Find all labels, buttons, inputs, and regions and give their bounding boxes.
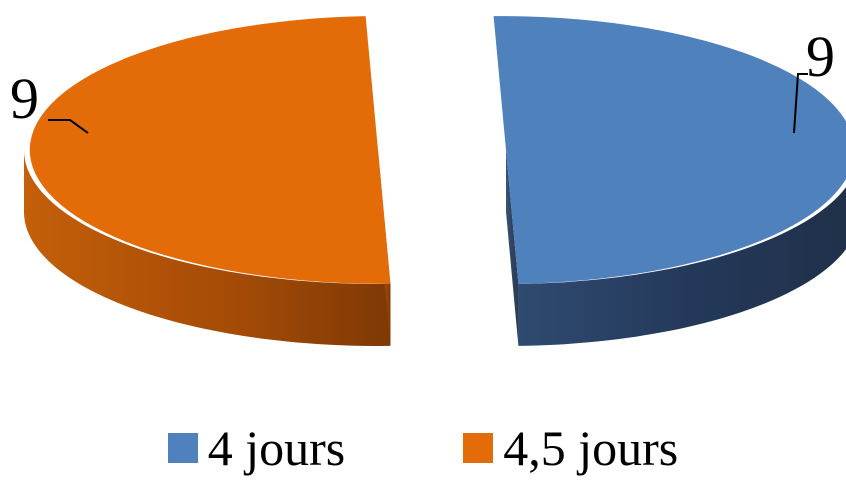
pie-slice-4-jours-cut-face bbox=[506, 150, 519, 346]
legend-item-4-5-jours: 4,5 jours bbox=[463, 423, 678, 473]
legend-item-4-jours: 4 jours bbox=[167, 420, 346, 476]
pie-slice-4-5-jours-side bbox=[24, 151, 391, 346]
legend-label: 4,5 jours bbox=[503, 420, 679, 476]
pie-slice-4-5-jours-top bbox=[29, 16, 391, 284]
pie-slice-4-jours-side bbox=[518, 187, 846, 346]
pie-data-labels: 99 bbox=[10, 24, 835, 134]
legend-label: 4 jours bbox=[207, 420, 346, 476]
legend: 4 jours 4,5 jours bbox=[0, 418, 846, 478]
pie-slice-4-5-jours bbox=[24, 16, 391, 346]
legend-swatch-orange bbox=[463, 433, 494, 463]
pie-slice-4-jours bbox=[493, 16, 846, 346]
pie-slices bbox=[24, 16, 846, 346]
data-label-4-jours: 9 bbox=[806, 24, 835, 89]
pie-slice-4-jours-top bbox=[493, 16, 846, 284]
legend-swatch-blue bbox=[167, 433, 198, 463]
data-label-4-5-jours-leader-line bbox=[48, 119, 89, 134]
data-label-4-jours-leader-line bbox=[793, 73, 808, 134]
pie-chart: 99 bbox=[10, 16, 846, 346]
data-label-4-5-jours: 9 bbox=[10, 66, 39, 131]
